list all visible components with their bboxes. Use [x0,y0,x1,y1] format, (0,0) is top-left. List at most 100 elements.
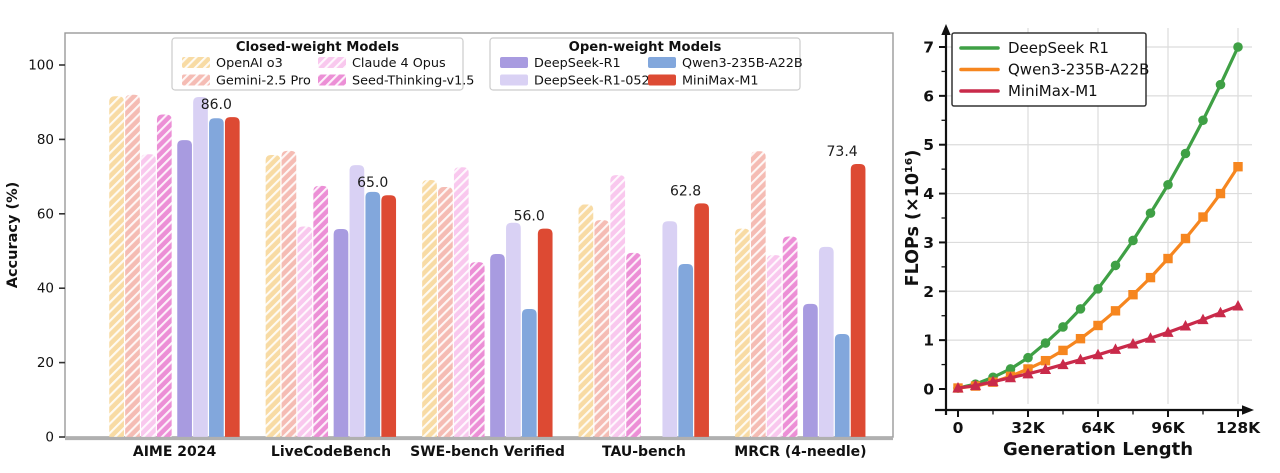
value-label-swe-bench-verified: 56.0 [514,209,545,225]
bar-deepseek-r1-aime-2024 [177,140,192,438]
bar-openai-o3-livecodebench [265,155,281,438]
line-chart-legend: DeepSeek R1 Qwen3-235B-A22B MiniMax-M1 [951,32,1149,107]
legend-label: Qwen3-235B-A22B [682,56,803,71]
legend-label: DeepSeek-R1-0528 [534,74,658,89]
marker-minimax-m1 [1092,348,1104,360]
bar-minimax-m1-mrcr-4-needle [850,163,866,437]
marker-minimax-m1 [1057,358,1069,370]
value-label-livecodebench: 65.0 [357,175,388,191]
bar-openai-o3-mrcr-4-needle [735,228,750,437]
marker-deepseek-r1 [1023,352,1033,363]
legend-item-gemini-2-5-pro: Gemini-2.5 Pro [182,74,311,89]
y-axis-arrow [941,24,951,35]
y-tick-label-7: 7 [923,39,934,57]
marker-minimax-m1 [1162,326,1174,337]
legend-label: Gemini-2.5 Pro [216,74,311,89]
legend-item-minimax-m1: MiniMax-M1 [648,74,759,89]
bar-deepseek-r1-0528-swe-bench-verified [506,222,521,437]
value-label-tau-bench: 62.8 [670,183,701,199]
bar-openai-o3-swe-bench-verified [422,179,437,437]
category-label-livecodebench: LiveCodeBench [271,444,391,460]
marker-deepseek-r1 [1040,338,1051,348]
bar-qwen3-235b-a22b-mrcr-4-needle [834,333,850,437]
legend-label: Claude 4 Opus [352,56,446,71]
bar-claude-4-opus-swe-bench-verified [453,167,469,438]
marker-minimax-m1 [1022,367,1034,379]
marker-qwen3-235b-a22b [1128,290,1138,300]
marker-qwen3-235b-a22b [1058,345,1068,356]
bar-deepseek-r1-mrcr-4-needle [803,303,818,437]
legend-swatch [648,74,676,86]
category-label-tau-bench: TAU-bench [602,444,686,460]
legend-item-openai-o3: OpenAI o3 [182,56,283,71]
bar-seed-thinking-v1-5-livecodebench [313,185,329,437]
bar-minimax-m1-livecodebench [381,195,397,437]
legend-item-deepseek-r1: DeepSeek R1 [959,39,1109,57]
category-label-mrcr-4-needle: MRCR (4-needle) [734,444,866,460]
bar-claude-4-opus-aime-2024 [141,154,156,437]
legend-item-claude-4-opus: Claude 4 Opus [318,56,446,71]
marker-minimax-m1 [1232,299,1244,311]
bar-deepseek-r1-0528-tau-bench [662,221,678,437]
legend-label: DeepSeek R1 [1008,39,1109,57]
legend-label: MiniMax-M1 [682,74,759,89]
marker-deepseek-r1 [1005,364,1016,374]
marker-qwen3-235b-a22b [1093,320,1103,331]
bar-deepseek-r1-0528-livecodebench [349,165,365,437]
y-tick-label: 40 [37,281,54,297]
accuracy-axis-label: Accuracy (%) [5,182,21,289]
y-tick-label-1: 1 [923,332,934,350]
bar-qwen3-235b-a22b-livecodebench [365,191,381,437]
legend-item-qwen3-235b-a22b: Qwen3-235B-A22B [959,61,1149,79]
bar-seed-thinking-v1-5-tau-bench [626,252,641,437]
legend-item-minimax-m1: MiniMax-M1 [959,82,1098,100]
legend-title: Open-weight Models [569,40,722,55]
bar-seed-thinking-v1-5-aime-2024 [156,114,172,437]
bar-deepseek-r1-0528-mrcr-4-needle [818,246,834,437]
bar-seed-thinking-v1-5-swe-bench-verified [469,262,485,437]
category-label-aime-2024: AIME 2024 [133,444,217,460]
bar-minimax-m1-swe-bench-verified [537,228,553,437]
x-tick-label-64k: 64K [1081,419,1116,437]
legend-swatch [182,57,210,68]
x-tick-label-96k: 96K [1151,419,1186,437]
marker-qwen3-235b-a22b [1180,233,1191,244]
marker-minimax-m1 [1074,353,1087,365]
bar-claude-4-opus-mrcr-4-needle [766,255,782,437]
marker-deepseek-r1 [1058,322,1068,332]
bar-openai-o3-tau-bench [578,204,594,437]
marker-minimax-m1 [1127,338,1139,349]
marker-qwen3-235b-a22b [1233,162,1243,172]
marker-deepseek-r1 [1145,208,1156,218]
marker-minimax-m1 [969,379,982,391]
y-tick-label: 60 [37,206,54,222]
legend-box [171,37,464,91]
legend-swatch [500,57,528,68]
legend-swatch [500,74,528,86]
marker-minimax-m1 [987,375,999,387]
y-tick-label: 0 [45,430,54,446]
legend-swatch [648,57,676,68]
legend-item-seed-thinking-v1-5: Seed-Thinking-v1.5 [318,74,474,89]
bar-qwen3-235b-a22b-aime-2024 [209,118,224,438]
y-tick-label-5: 5 [923,136,934,154]
bar-gemini-2-5-pro-mrcr-4-needle [750,151,766,437]
flops-axis-label: FLOPs (×10¹⁶) [905,150,923,287]
flops-line-chart: 0 32K 64K 96K 128K 0 1 2 3 4 5 6 7 FLOPs (×10¹⁶) Gener… [905,24,1261,460]
marker-qwen3-235b-a22b [1198,212,1208,222]
bar-claude-4-opus-tau-bench [610,175,626,437]
bar-deepseek-r1-0528-aime-2024 [193,96,208,437]
marker-deepseek-r1 [1110,260,1121,271]
marker-qwen3-235b-a22b [1075,333,1086,344]
category-label-swe-bench-verified: SWE-bench Verified [410,444,565,460]
y-tick-label-3: 3 [923,234,934,252]
bar-gemini-2-5-pro-aime-2024 [125,94,140,437]
marker-qwen3-235b-a22b [1215,188,1226,199]
bar-gemini-2-5-pro-swe-bench-verified [438,187,453,437]
marker-deepseek-r1 [1180,148,1191,159]
bar-openai-o3-aime-2024 [109,96,124,438]
generation-length-axis-label: Generation Length [1003,439,1193,460]
